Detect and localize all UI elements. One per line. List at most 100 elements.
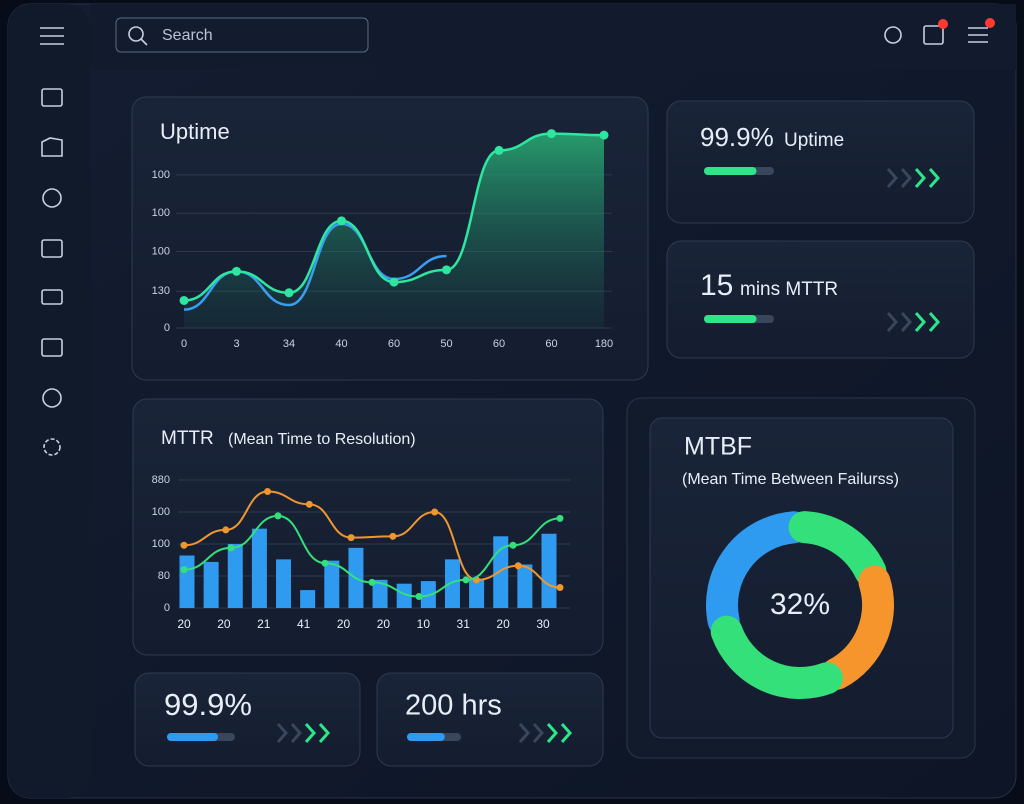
chevron[interactable] [276, 723, 289, 743]
kpi-card [376, 672, 604, 767]
area [184, 133, 604, 328]
bar [396, 583, 412, 608]
point [389, 277, 399, 287]
nav-icon[interactable] [41, 239, 63, 258]
progress-fill [407, 733, 445, 741]
chevron[interactable] [546, 723, 559, 743]
kpi-value: 99.9% [700, 122, 774, 152]
nav-icon[interactable] [41, 289, 63, 305]
bar [227, 544, 243, 608]
x-tick-label: 20 [337, 617, 351, 631]
chevron[interactable] [886, 312, 899, 332]
kpi-value: 200 hrs [405, 690, 502, 722]
x-tick-label: 50 [440, 338, 452, 350]
point [556, 584, 564, 592]
search-placeholder: Search [162, 27, 213, 44]
point [389, 532, 397, 540]
point [431, 508, 439, 516]
bar [469, 579, 485, 608]
y-tick-label: 0 [164, 602, 170, 614]
x-tick-label: 21 [257, 617, 271, 631]
chevron[interactable] [914, 168, 927, 188]
chevron[interactable] [304, 723, 317, 743]
badge [938, 19, 948, 29]
kpi-label: Uptime [784, 130, 844, 151]
chevron[interactable] [318, 723, 331, 743]
point [305, 500, 313, 508]
point [347, 534, 355, 542]
bar [276, 559, 292, 608]
y-tick-label: 100 [152, 245, 170, 257]
point [442, 265, 451, 275]
support-icon[interactable] [884, 26, 902, 44]
point [509, 541, 517, 549]
x-tick-label: 20 [496, 617, 510, 631]
inbox-icon[interactable] [923, 25, 944, 45]
search-icon [128, 26, 144, 42]
point [494, 145, 504, 155]
x-tick-label: 30 [536, 617, 550, 631]
nav-icon[interactable] [42, 388, 62, 408]
x-tick-label: 3 [233, 338, 239, 350]
chevron[interactable] [560, 723, 573, 743]
chevron[interactable] [900, 168, 913, 188]
x-tick-label: 41 [297, 617, 311, 631]
progress-fill [704, 315, 757, 323]
nav-icon[interactable] [41, 137, 63, 157]
x-tick-label: 180 [595, 338, 613, 350]
y-tick-label: 100 [152, 538, 170, 550]
bar [203, 561, 219, 608]
x-tick-label: 60 [493, 338, 505, 350]
x-tick-label: 60 [388, 338, 400, 350]
menu-icon[interactable] [968, 27, 988, 43]
chevron[interactable] [532, 723, 545, 743]
search-icon [140, 38, 148, 46]
chevron[interactable] [900, 312, 913, 332]
search-box[interactable] [115, 17, 369, 53]
point [556, 514, 564, 522]
chevron[interactable] [290, 723, 303, 743]
x-tick-label: 20 [377, 617, 391, 631]
menu-button[interactable] [40, 27, 64, 45]
point [514, 562, 522, 570]
nav-icon[interactable] [43, 438, 61, 456]
point [180, 566, 188, 574]
chevron[interactable] [914, 312, 927, 332]
chart-subtitle: (Mean Time Between Failurss) [682, 471, 899, 488]
point [284, 288, 294, 298]
sidebar-icons [41, 88, 63, 456]
nav-icon[interactable] [41, 88, 63, 107]
point [337, 216, 346, 226]
point [227, 544, 235, 552]
kpi-value: 15 [700, 269, 733, 302]
bar [493, 536, 509, 608]
y-tick-label: 130 [152, 285, 170, 297]
donut-center-label: 32% [770, 588, 830, 621]
chart-title: MTTR [161, 428, 214, 449]
point [599, 130, 609, 140]
y-tick-label: 100 [152, 169, 170, 181]
chevron[interactable] [518, 723, 531, 743]
point [232, 266, 241, 276]
donut-segment [788, 511, 887, 588]
donut-segment [820, 565, 894, 690]
kpi-card [666, 100, 975, 224]
chevron[interactable] [928, 168, 941, 188]
progress-fill [704, 167, 757, 175]
bar [517, 564, 533, 608]
point [179, 295, 189, 305]
nav-icon[interactable] [42, 188, 62, 208]
nav-icon[interactable] [41, 338, 63, 357]
chart-subtitle: (Mean Time to Resolution) [228, 431, 416, 448]
point [222, 526, 230, 534]
chart-title: MTBF [684, 433, 752, 461]
bar [541, 533, 557, 608]
bar [372, 579, 388, 608]
point [180, 541, 188, 549]
chevron[interactable] [928, 312, 941, 332]
chart-title: Uptime [160, 119, 230, 144]
line [183, 490, 561, 589]
kpi-value: 99.9% [164, 687, 252, 722]
chevron[interactable] [886, 168, 899, 188]
x-tick-label: 60 [545, 338, 557, 350]
